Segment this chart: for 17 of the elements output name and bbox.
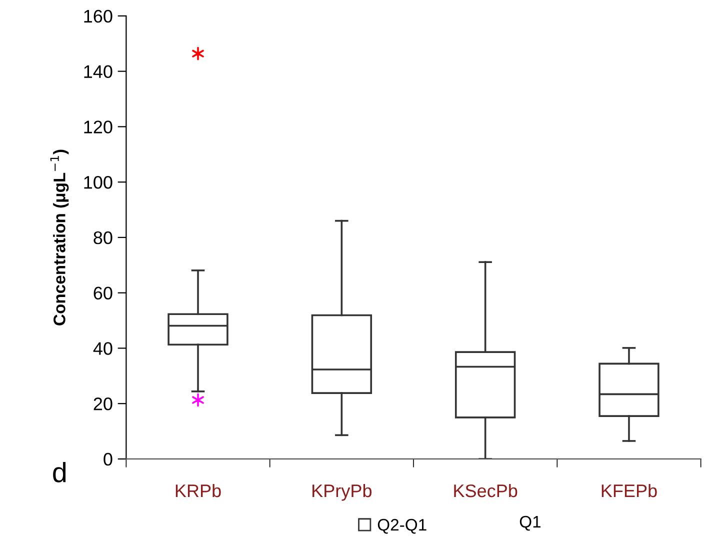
legend-label: Q2-Q1	[378, 518, 426, 534]
y-tick-label: 60	[94, 286, 112, 300]
y-axis-title: Concentration (μgL$^{−1}$)	[50, 150, 69, 326]
y-tick-label: 0	[104, 452, 112, 466]
text: d	[53, 462, 66, 482]
y-tick-label: 140	[84, 65, 112, 78]
y-tick-label: 40	[93, 342, 112, 355]
y-tick-label: 160	[84, 10, 112, 23]
x-tick-label: KFEPb	[602, 484, 657, 498]
y-tick-label: 100	[84, 176, 112, 189]
text: Q1	[520, 516, 541, 531]
x-tick-label: KPryPb	[312, 484, 372, 501]
x-tick-label: KSecPb	[454, 484, 518, 498]
y-tick-label: 120	[84, 120, 112, 134]
y-tick-label: 80	[94, 231, 112, 244]
y-tick-label: 20	[94, 398, 112, 410]
x-tick-label: KRPb	[176, 484, 221, 498]
